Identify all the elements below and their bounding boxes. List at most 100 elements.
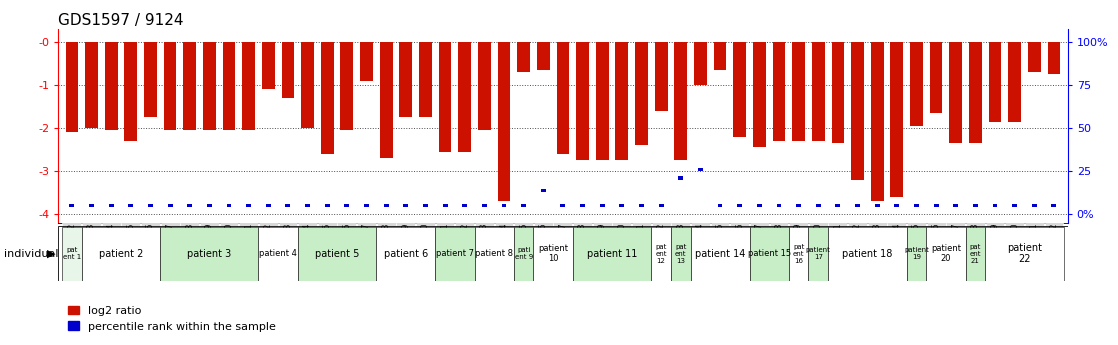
FancyBboxPatch shape [868,223,887,226]
FancyBboxPatch shape [849,223,866,226]
FancyBboxPatch shape [691,223,710,226]
Text: GSM38733: GSM38733 [480,223,489,264]
Bar [266,204,271,207]
Text: GSM38718: GSM38718 [186,223,195,264]
FancyBboxPatch shape [613,223,632,226]
Text: patient 14: patient 14 [695,249,746,258]
Bar [537,42,550,70]
Bar [713,42,727,70]
FancyBboxPatch shape [82,227,160,280]
Bar [954,204,958,207]
Bar [615,42,628,160]
Bar [89,204,94,207]
Bar [479,42,491,130]
Text: patient 5: patient 5 [315,249,359,258]
Bar [383,204,389,207]
FancyBboxPatch shape [533,227,572,280]
Text: GSM38714: GSM38714 [106,223,115,264]
FancyBboxPatch shape [749,227,789,280]
FancyBboxPatch shape [161,223,180,226]
Bar [993,204,997,207]
Bar [85,42,98,128]
Bar [285,204,291,207]
Bar [462,204,467,207]
Text: GSM38743: GSM38743 [676,223,685,264]
FancyBboxPatch shape [533,223,552,226]
Bar [655,42,667,111]
Bar [222,42,236,130]
Bar [148,204,153,207]
FancyBboxPatch shape [769,223,788,226]
Text: GSM38739: GSM38739 [598,223,607,264]
Text: patient
19: patient 19 [904,247,929,260]
Bar [596,42,608,160]
Bar [915,204,919,207]
Bar [796,204,802,207]
Text: patient
17: patient 17 [806,247,831,260]
Bar [364,204,369,207]
Text: GSM38760: GSM38760 [1011,223,1020,264]
Bar [988,42,1002,122]
Text: ▶: ▶ [47,249,56,258]
FancyBboxPatch shape [259,223,277,226]
Bar [305,204,310,207]
Bar [733,42,746,137]
FancyBboxPatch shape [572,227,652,280]
Text: GSM38756: GSM38756 [931,223,940,264]
Text: GSM38741: GSM38741 [637,223,646,264]
Text: pat
ent 1: pat ent 1 [63,247,80,260]
Bar [262,42,275,89]
Text: GSM38747: GSM38747 [755,223,764,264]
Bar [619,204,624,207]
Text: patient 3: patient 3 [187,249,231,258]
Text: pat
ent
16: pat ent 16 [793,244,804,264]
Bar [243,42,255,130]
Bar [777,204,781,207]
Bar [498,42,511,201]
FancyBboxPatch shape [986,223,1004,226]
Text: GSM38732: GSM38732 [461,223,470,264]
Text: individual: individual [4,249,59,258]
Bar [674,42,688,160]
Text: GSM38762: GSM38762 [1050,223,1059,264]
Text: GSM38715: GSM38715 [126,223,135,264]
Text: GSM38746: GSM38746 [736,223,745,264]
Bar [419,42,432,117]
FancyBboxPatch shape [299,223,318,226]
Bar [874,204,880,207]
FancyBboxPatch shape [1025,223,1044,226]
Bar [246,204,252,207]
Bar [773,42,785,141]
FancyBboxPatch shape [691,227,749,280]
Bar [458,42,471,152]
Bar [344,204,349,207]
Text: GSM38758: GSM38758 [970,223,979,264]
Text: pati
ent 9: pati ent 9 [514,247,533,260]
FancyBboxPatch shape [828,223,847,226]
FancyBboxPatch shape [927,223,946,226]
FancyBboxPatch shape [808,223,827,226]
Bar [871,42,883,201]
Bar [1032,204,1036,207]
FancyBboxPatch shape [711,223,729,226]
Text: patient 7: patient 7 [436,249,474,258]
FancyBboxPatch shape [494,223,513,226]
Text: patient 15: patient 15 [748,249,790,258]
Text: GSM38727: GSM38727 [362,223,371,264]
FancyBboxPatch shape [927,227,966,280]
Text: patient 11: patient 11 [587,249,637,258]
Text: GSM38730: GSM38730 [420,223,430,264]
Bar [105,42,117,130]
Bar [129,204,133,207]
FancyBboxPatch shape [239,223,258,226]
Bar [1027,42,1041,72]
Bar [282,42,294,98]
Text: GSM38725: GSM38725 [323,223,332,264]
Bar [557,42,569,154]
Bar [404,204,408,207]
Text: GSM38716: GSM38716 [146,223,155,264]
Bar [183,42,196,130]
FancyBboxPatch shape [122,223,140,226]
FancyBboxPatch shape [514,223,533,226]
Text: GSM38722: GSM38722 [264,223,273,264]
